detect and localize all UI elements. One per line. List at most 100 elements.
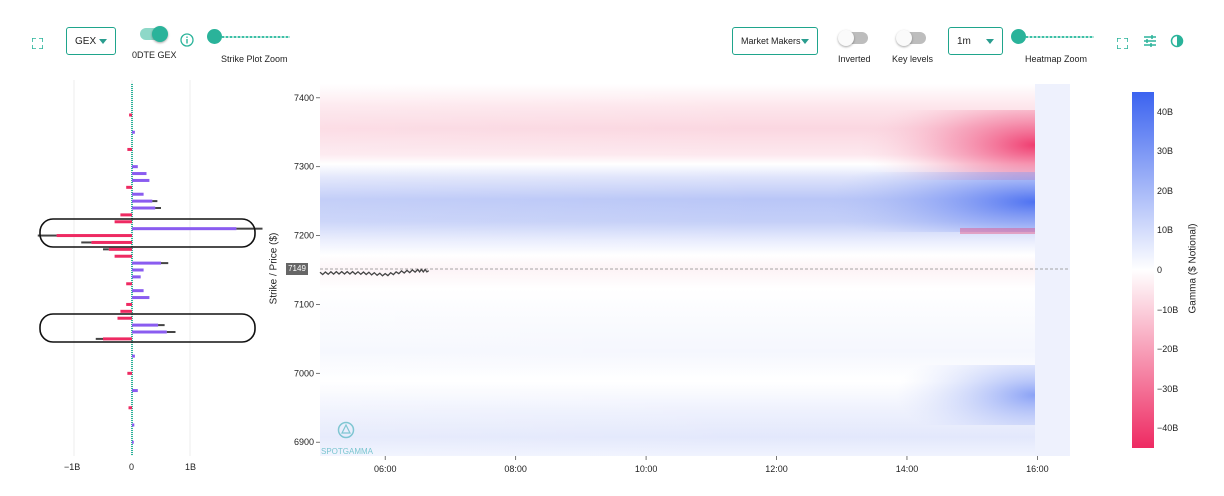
- key-levels-toggle[interactable]: [896, 30, 926, 46]
- settings-sliders-icon[interactable]: [1143, 34, 1157, 48]
- key-level-highlight-lower: [39, 313, 256, 343]
- colorbar-tick: 10B: [1157, 225, 1174, 236]
- positive-gamma-band-hot: [800, 172, 1035, 232]
- y-tick-label: 7300: [294, 162, 314, 172]
- strike-gex-bar: [132, 206, 156, 210]
- chevron-down-icon: [801, 39, 809, 44]
- contrast-icon[interactable]: [1170, 34, 1184, 48]
- strike-gex-bar: [132, 165, 138, 169]
- strike-gex-bar: [132, 178, 150, 182]
- x-tick-label: 08:00: [504, 464, 527, 474]
- y-tick-label: 7000: [294, 368, 314, 378]
- spotgamma-logo: [337, 421, 355, 439]
- colorbar-tick: −30B: [1157, 383, 1179, 394]
- fullscreen-icon[interactable]: [1116, 36, 1129, 50]
- price-series-line: [319, 268, 430, 277]
- strike-gex-bar: [132, 192, 144, 196]
- y-tick-label: 7200: [294, 231, 314, 241]
- strike-gex-bar-extension: [166, 331, 176, 333]
- odte-gex-toggle[interactable]: [140, 26, 168, 42]
- strike-x-tick-zero: 0: [129, 462, 135, 472]
- strike-gex-bar: [132, 354, 135, 358]
- colorbar-tick: −10B: [1157, 304, 1179, 315]
- strike-gex-bar: [56, 234, 132, 238]
- strike-plot-zoom-track[interactable]: [214, 36, 290, 38]
- participant-select[interactable]: Market Makers: [732, 27, 818, 55]
- x-tick-label: 12:00: [765, 464, 788, 474]
- key-level-highlight-upper: [39, 218, 256, 248]
- x-tick-label: 06:00: [374, 464, 397, 474]
- y-tick-label: 7400: [294, 93, 314, 103]
- strike-plot-zoom-handle[interactable]: [207, 29, 222, 44]
- gamma-heatmap[interactable]: 7400 7300 7200 7100 7000 6900 06:00 08:00 10:00 1…: [280, 80, 1080, 480]
- strike-gex-bar: [129, 113, 132, 117]
- strike-gex-bar: [132, 261, 161, 265]
- strike-gex-bar: [127, 371, 132, 375]
- colorbar-tick: 30B: [1157, 146, 1174, 157]
- x-tick-label: 10:00: [635, 464, 658, 474]
- current-price-tag: 7149: [286, 263, 308, 275]
- y-tick-label: 7100: [294, 299, 314, 309]
- strike-gex-bar: [126, 302, 132, 306]
- metric-select-value: GEX: [75, 35, 97, 47]
- x-tick-label: 14:00: [896, 464, 919, 474]
- colorbar-tick: 0: [1157, 265, 1163, 275]
- strike-gex-bar-extension: [81, 241, 92, 244]
- strike-gex-bar: [114, 220, 132, 224]
- info-icon[interactable]: [180, 33, 194, 47]
- strike-gex-bar: [108, 247, 132, 251]
- interval-select[interactable]: 1m: [948, 27, 1003, 55]
- expand-icon[interactable]: [31, 36, 44, 50]
- strike-gex-plot[interactable]: [30, 80, 270, 460]
- strike-gex-bar: [132, 389, 138, 393]
- strike-gex-bar: [132, 268, 144, 272]
- strike-gex-bar: [126, 282, 132, 286]
- strike-x-tick-1b: 1B: [185, 462, 197, 472]
- strike-gex-bar: [114, 254, 132, 258]
- strike-gex-bar: [103, 337, 132, 341]
- odte-gex-label: 0DTE GEX: [132, 50, 177, 60]
- inverted-toggle[interactable]: [838, 30, 868, 46]
- colorbar-tick: 20B: [1157, 185, 1174, 196]
- negative-gamma-streak: [960, 228, 1035, 234]
- strike-gex-bar: [132, 289, 144, 293]
- strike-gex-bar: [91, 240, 132, 244]
- interval-select-value: 1m: [957, 35, 971, 47]
- heatmap-zoom-label: Heatmap Zoom: [1025, 54, 1088, 64]
- participant-select-value: Market Makers: [741, 36, 801, 46]
- y-axis-label: Strike / Price ($): [268, 232, 280, 305]
- chevron-down-icon: [99, 39, 107, 44]
- strike-gex-bar: [132, 172, 147, 176]
- strike-gex-bar-extension: [95, 337, 103, 340]
- inverted-label: Inverted: [838, 54, 871, 64]
- strike-gex-bar: [132, 323, 159, 327]
- strike-gex-bar: [132, 296, 150, 300]
- strike-gex-bar: [128, 406, 132, 410]
- strike-gex-bar: [126, 185, 132, 189]
- strike-gex-bar-extension: [236, 227, 263, 230]
- strike-gex-bar-extension: [103, 248, 109, 251]
- strike-plot-zoom-label: Strike Plot Zoom: [221, 54, 288, 64]
- strike-gex-bar: [132, 130, 135, 134]
- chevron-down-icon: [986, 39, 994, 44]
- x-tick-label: 16:00: [1026, 464, 1049, 474]
- heatmap-zoom-track[interactable]: [1018, 36, 1094, 38]
- negative-gamma-band-hot: [840, 110, 1035, 180]
- strike-gex-bar: [120, 309, 132, 313]
- metric-select[interactable]: GEX: [66, 27, 116, 55]
- strike-gex-bar: [132, 199, 153, 203]
- heatmap-zoom-handle[interactable]: [1011, 29, 1026, 44]
- strike-gex-bar: [132, 440, 134, 444]
- strike-gex-bar: [127, 147, 132, 151]
- strike-gex-bar: [117, 316, 132, 320]
- strike-gex-bar: [132, 330, 167, 334]
- key-levels-label: Key levels: [892, 54, 934, 64]
- strike-gex-bar-extension: [155, 207, 161, 209]
- watermark: SPOTGAMMA: [321, 447, 374, 456]
- strike-gex-bar-extension: [161, 262, 169, 265]
- strike-gex-bar: [132, 227, 237, 231]
- y-tick-label: 6900: [294, 437, 314, 447]
- strike-x-tick-neg1b: −1B: [64, 462, 81, 472]
- colorbar: [1132, 92, 1154, 448]
- strike-gex-bar: [132, 275, 141, 279]
